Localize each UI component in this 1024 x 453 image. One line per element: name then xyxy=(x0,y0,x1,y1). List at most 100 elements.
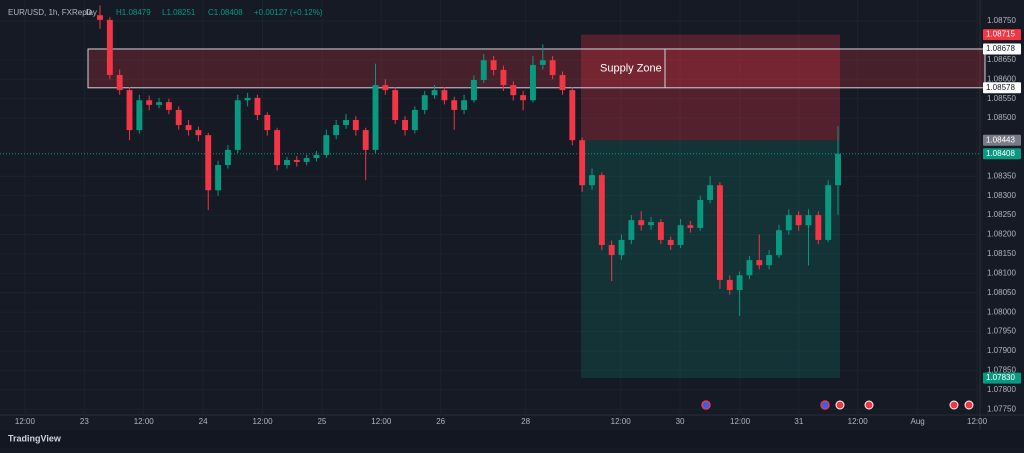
candle-body xyxy=(293,159,300,162)
candle-body xyxy=(618,239,625,256)
candle xyxy=(195,126,202,142)
candle-body xyxy=(707,185,714,200)
candle-body xyxy=(274,130,281,166)
candle xyxy=(293,156,300,167)
candle-body xyxy=(539,60,546,65)
low-text: L1.08251 xyxy=(162,8,196,17)
candle-body xyxy=(372,85,379,150)
zone-top-label-box xyxy=(983,43,1021,55)
candle xyxy=(116,69,123,95)
candle-body xyxy=(667,239,674,245)
candle xyxy=(618,234,625,260)
candle xyxy=(766,250,773,270)
candle xyxy=(825,180,832,243)
candle-body xyxy=(579,140,586,186)
candle xyxy=(224,145,231,169)
target-price-label-box xyxy=(983,372,1021,384)
candle-body xyxy=(598,175,605,245)
candle xyxy=(795,211,802,231)
candle-body xyxy=(589,175,595,186)
candle xyxy=(520,90,527,111)
candle xyxy=(805,209,812,266)
x-tick-label: 23 xyxy=(80,417,89,426)
x-tick-label: 12:00 xyxy=(611,417,632,426)
event-icons xyxy=(701,400,974,410)
candle xyxy=(205,132,212,211)
candle-body xyxy=(510,85,517,96)
candle xyxy=(264,112,271,136)
grid xyxy=(0,0,980,415)
target-price-label: 1.07830 xyxy=(986,373,1015,382)
candle xyxy=(156,97,162,109)
y-tick-label: 1.08150 xyxy=(987,249,1016,258)
candle-body xyxy=(156,102,162,105)
axis: 1.07750 1.07800 1.07850 1.07900 1.07950 1.080… xyxy=(15,16,1021,426)
candle xyxy=(333,120,340,140)
candle xyxy=(638,211,645,231)
candle-body xyxy=(835,153,841,186)
candle xyxy=(352,116,359,136)
candle-body xyxy=(264,114,271,131)
candle-body xyxy=(677,225,684,245)
candle-body xyxy=(716,185,723,280)
candle xyxy=(490,55,497,76)
candle xyxy=(441,87,448,105)
candle xyxy=(726,275,733,295)
zones: Supply Zone xyxy=(0,34,986,379)
y-tick-label: 1.08650 xyxy=(987,55,1016,64)
y-tick-label: 1.08200 xyxy=(987,230,1016,239)
interval-flag: D xyxy=(86,8,92,17)
candle xyxy=(746,255,753,280)
candle xyxy=(736,271,743,317)
candle xyxy=(284,156,290,169)
candle xyxy=(579,137,586,192)
event-icon[interactable] xyxy=(820,400,830,410)
zone-bottom-label-box xyxy=(983,82,1021,94)
candle xyxy=(530,55,536,103)
candle-body xyxy=(648,222,654,226)
candle-body xyxy=(520,95,527,101)
y-tick-label: 1.08500 xyxy=(987,113,1016,122)
candle xyxy=(362,127,369,181)
y-tick-label: 1.08550 xyxy=(987,94,1016,103)
candle xyxy=(648,217,654,230)
candle-body xyxy=(362,130,369,150)
candle-body xyxy=(195,130,202,136)
candle xyxy=(185,120,192,136)
candle-body xyxy=(323,135,330,155)
candle xyxy=(677,218,684,249)
entry-price-label: 1.08443 xyxy=(986,135,1015,144)
candle-body xyxy=(352,120,359,131)
footer xyxy=(0,430,1024,448)
candle-body xyxy=(421,95,428,110)
candle-body xyxy=(224,149,231,166)
candle xyxy=(510,81,517,101)
event-icon[interactable] xyxy=(964,400,974,410)
candle xyxy=(431,85,438,99)
candle-body xyxy=(106,19,113,75)
event-icon[interactable] xyxy=(949,400,959,410)
candle xyxy=(598,172,605,251)
candle-body xyxy=(343,120,349,126)
y-tick-label: 1.07800 xyxy=(987,385,1016,394)
candle-body xyxy=(461,100,468,110)
candle-body xyxy=(608,244,615,256)
candle xyxy=(106,17,113,80)
brand[interactable]: TradingView xyxy=(8,433,62,443)
candle-body xyxy=(136,100,143,131)
candle-body xyxy=(205,135,212,191)
candle xyxy=(628,215,635,245)
candle xyxy=(697,195,704,231)
event-icon[interactable] xyxy=(701,400,711,410)
event-icon[interactable] xyxy=(864,400,874,410)
candle-body xyxy=(392,90,399,121)
candle xyxy=(667,236,674,251)
x-tick-label: 12:00 xyxy=(371,417,392,426)
candle xyxy=(215,160,222,196)
event-icon[interactable] xyxy=(835,400,845,410)
candle xyxy=(756,234,763,270)
candle-body xyxy=(500,69,507,86)
candle-body xyxy=(303,158,310,162)
candle xyxy=(392,87,399,124)
candle-body xyxy=(490,60,497,70)
